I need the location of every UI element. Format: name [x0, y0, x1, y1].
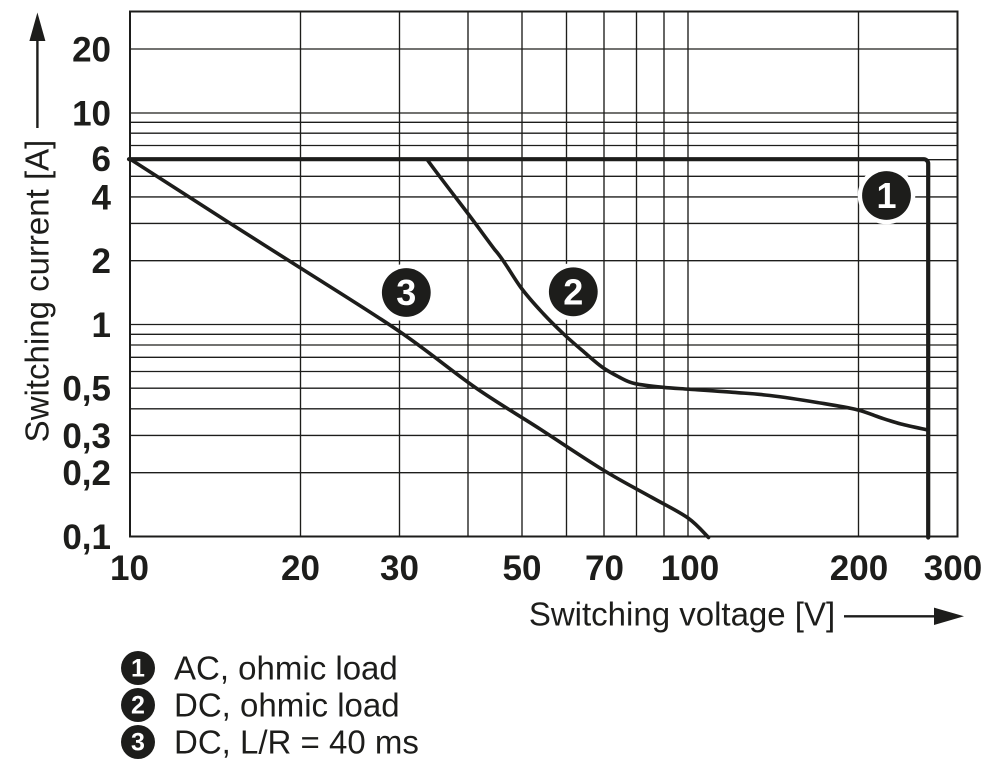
svg-text:0,5: 0,5 [62, 370, 111, 409]
svg-text:70: 70 [585, 549, 624, 588]
svg-text:0,3: 0,3 [62, 417, 111, 456]
svg-text:DC, L/R = 40 ms: DC, L/R = 40 ms [174, 723, 419, 760]
svg-text:2: 2 [563, 271, 583, 312]
svg-text:6: 6 [92, 140, 111, 179]
svg-text:100: 100 [661, 549, 719, 588]
svg-text:2: 2 [131, 692, 145, 720]
svg-text:200: 200 [830, 549, 888, 588]
svg-text:Switching voltage [V]: Switching voltage [V] [529, 596, 835, 633]
svg-text:4: 4 [92, 178, 112, 217]
svg-text:2: 2 [92, 242, 111, 281]
svg-text:AC, ohmic load: AC, ohmic load [174, 649, 398, 686]
svg-text:Switching current [A]: Switching current [A] [19, 140, 56, 443]
svg-text:10: 10 [72, 95, 111, 134]
svg-text:300: 300 [924, 549, 982, 588]
svg-text:20: 20 [72, 31, 111, 70]
svg-text:0,2: 0,2 [62, 454, 111, 493]
svg-text:3: 3 [131, 729, 145, 757]
svg-text:20: 20 [281, 549, 320, 588]
svg-text:3: 3 [396, 272, 416, 313]
svg-text:0,1: 0,1 [62, 518, 111, 557]
svg-text:1: 1 [876, 175, 896, 216]
svg-text:1: 1 [131, 655, 145, 683]
svg-text:10: 10 [110, 549, 149, 588]
svg-text:50: 50 [503, 549, 542, 588]
svg-text:1: 1 [92, 306, 111, 345]
svg-text:30: 30 [380, 549, 419, 588]
svg-text:DC, ohmic load: DC, ohmic load [174, 686, 400, 723]
